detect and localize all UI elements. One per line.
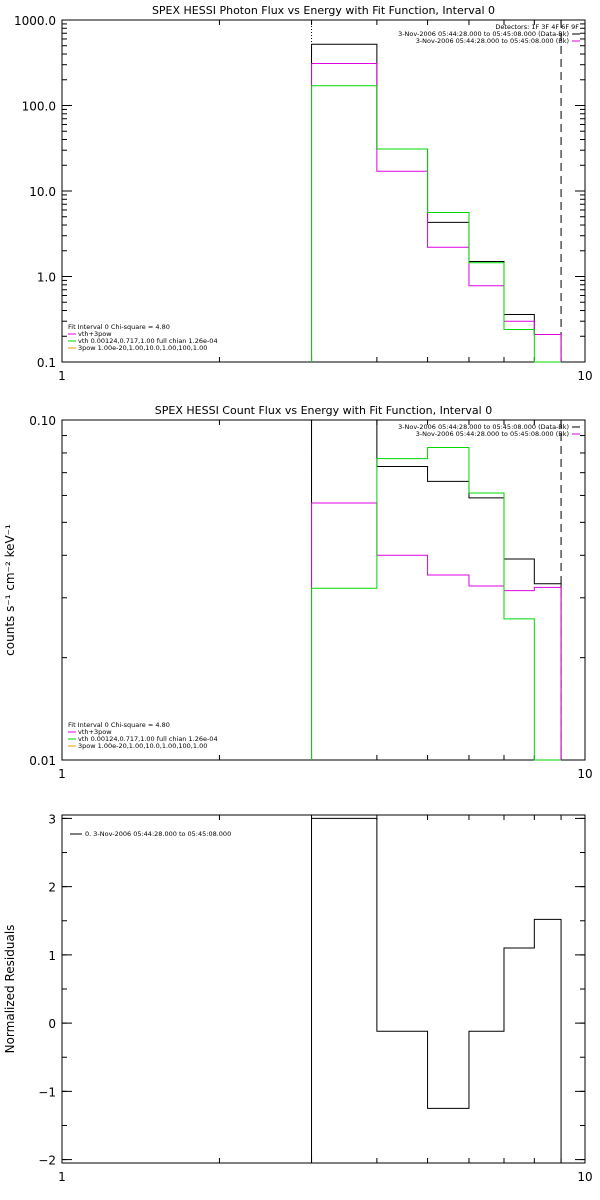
- series-line-0: [311, 419, 562, 760]
- plot-frame: [61, 814, 586, 1164]
- x-tick-label: 10: [577, 1170, 592, 1184]
- series-line-0: [311, 817, 562, 1163]
- chart-title: SPEX HESSI Photon Flux vs Energy with Fi…: [152, 4, 495, 17]
- chart-title: SPEX HESSI Count Flux vs Energy with Fit…: [155, 404, 492, 417]
- legend-entry: 3-Nov-2006 05:44:28.000 to 05:45:08.000 …: [416, 430, 569, 438]
- y-tick-label: 3: [48, 812, 56, 826]
- x-tick-label: 10: [577, 369, 592, 383]
- y-tick-label: 1: [48, 949, 56, 963]
- legend-entry: 3pow 1.00e-20,1.00,10.0,1.00,100,1.00: [78, 742, 207, 750]
- legend-entry: vth+3pow: [78, 728, 112, 736]
- legend-entry: 3-Nov-2006 05:44:28.000 to 05:45:08.000 …: [416, 37, 569, 45]
- x-tick-label: 1: [58, 767, 66, 781]
- legend-entry: 0. 3-Nov-2006 05:44:28.000 to 05:45:08.0…: [85, 830, 231, 838]
- y-tick-label: 0.1: [37, 356, 56, 370]
- legend-entry: Fit Interval 0 Chi-square = 4.80: [68, 323, 170, 331]
- y-tick-label: 0.10: [29, 414, 56, 428]
- y-tick-label: −1: [38, 1085, 56, 1099]
- x-tick-label: 1: [58, 369, 66, 383]
- series-line-2: [311, 447, 562, 761]
- x-tick-label: 10: [577, 767, 592, 781]
- series-line-0: [311, 43, 562, 362]
- series-line-1: [311, 502, 562, 760]
- photon-flux-panel: SPEX HESSI Photon Flux vs Energy with Fi…: [14, 4, 593, 383]
- residuals-panel: Normalized Residuals 1 10 −2 −1 0 1 2 3 0. 3-Nov-…: [3, 812, 593, 1184]
- legend-entry: 3-Nov-2006 05:44:28.000 to 05:45:08.000 …: [398, 30, 569, 38]
- y-tick-label: −2: [38, 1154, 56, 1168]
- y-tick-label: 0: [48, 1017, 56, 1031]
- legend-entry: Fit Interval 0 Chi-square = 4.80: [68, 721, 170, 729]
- series-line-2: [311, 85, 562, 363]
- y-tick-label: 0.01: [29, 754, 56, 768]
- y-axis-label: counts s⁻¹ cm⁻² keV⁻¹: [3, 524, 17, 656]
- y-tick-label: 2: [48, 881, 56, 895]
- y-tick-label: 100.0: [22, 100, 56, 114]
- y-tick-label: 10.0: [29, 185, 56, 199]
- legend-entry: 3pow 1.00e-20,1.00,10.0,1.00,100,1.00: [78, 344, 207, 352]
- legend-entry: 3-Nov-2006 05:44:28.000 to 05:45:08.000 …: [398, 423, 569, 431]
- legend-entry: Detectors: 1F 3F 4F 6F 9F: [495, 23, 579, 31]
- y-tick-label: 1000.0: [14, 14, 56, 28]
- x-tick-label: 1: [58, 1170, 66, 1184]
- plot-frame: [61, 419, 586, 761]
- plot-frame: [61, 19, 586, 363]
- legend-entry: vth+3pow: [78, 330, 112, 338]
- legend-entry: vth 0.00124,0.717,1.00 full chian 1.26e-…: [78, 337, 218, 345]
- count-flux-panel: SPEX HESSI Count Flux vs Energy with Fit…: [3, 404, 593, 781]
- y-axis-label: Normalized Residuals: [3, 925, 17, 1054]
- legend-entry: vth 0.00124,0.717,1.00 full chian 1.26e-…: [78, 735, 218, 743]
- y-tick-label: 1.0: [37, 271, 56, 285]
